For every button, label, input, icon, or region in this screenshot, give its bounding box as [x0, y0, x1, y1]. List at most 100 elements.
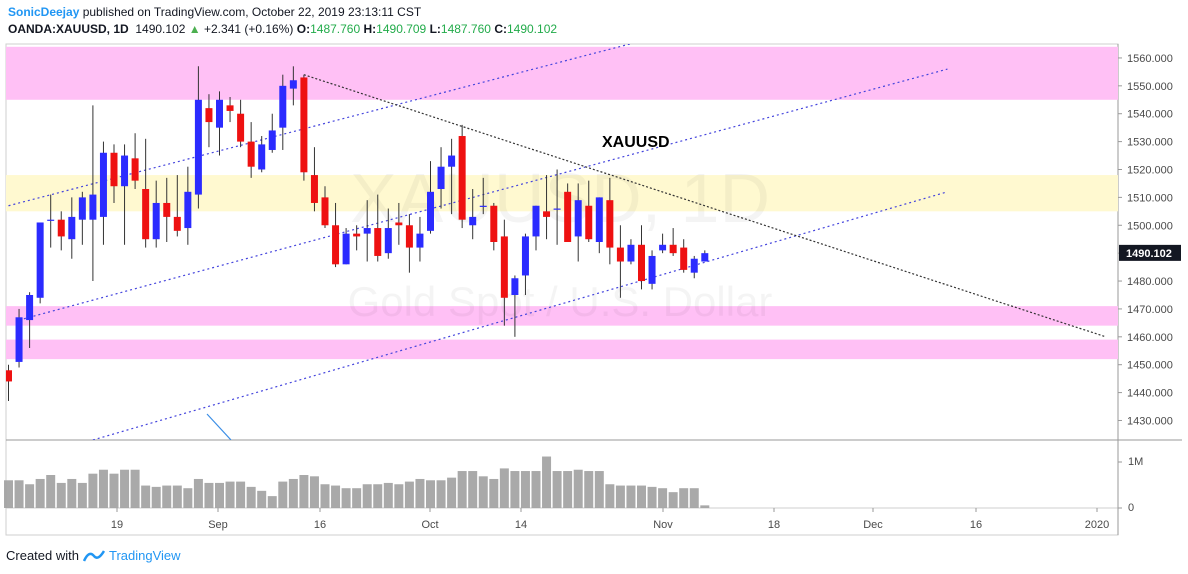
volume-bar — [204, 482, 214, 508]
volume-bar — [489, 478, 499, 508]
candle-body — [237, 113, 245, 142]
candle-body — [279, 85, 287, 128]
candle-body — [574, 200, 582, 237]
volume-bar — [383, 482, 393, 508]
volume-bar — [341, 488, 351, 508]
zone-resistance-0 — [6, 46, 1118, 100]
price-chart[interactable]: XAUUSD, 1D Gold Spot / U.S. Dollar XAUUSD 1… — [0, 40, 1188, 545]
volume-tick-label: 0 — [1128, 502, 1134, 514]
volume-bar — [77, 482, 87, 508]
volume-bar — [478, 476, 488, 508]
candle-body — [194, 99, 202, 195]
candle-body — [458, 136, 466, 220]
volume-bar — [56, 482, 66, 508]
volume-bar — [573, 469, 583, 508]
footer: Created with TradingView — [6, 548, 181, 563]
volume-bar — [531, 471, 541, 508]
candle-body — [163, 202, 171, 217]
volume-bar — [246, 486, 256, 508]
tradingview-brand[interactable]: TradingView — [108, 548, 181, 563]
volume-bar — [109, 473, 119, 508]
x-tick-label: 16 — [314, 519, 326, 531]
volume-bar — [215, 482, 224, 508]
candle-body — [321, 197, 329, 226]
candle-body — [36, 222, 44, 298]
candle-body — [479, 205, 487, 207]
candle-body — [543, 211, 551, 217]
volume-bar — [658, 488, 668, 508]
volume-bar — [46, 475, 56, 508]
watermark-name: Gold Spot / U.S. Dollar — [348, 278, 773, 325]
volume-bar — [331, 485, 341, 508]
volume-bar — [679, 488, 689, 508]
x-tick-label: 16 — [970, 519, 982, 531]
candle-body — [258, 144, 266, 170]
volume-bars — [4, 456, 710, 508]
y-tick-label: 1540.000 — [1127, 109, 1173, 121]
candles — [6, 66, 709, 401]
volume-bar — [320, 484, 330, 508]
open-value: 1487.760 — [310, 22, 361, 36]
x-tick-label: Oct — [421, 519, 438, 531]
candle-body — [405, 225, 413, 248]
candle-body — [121, 155, 129, 187]
volume-tick-label: 1M — [1128, 456, 1143, 468]
volume-bar — [373, 484, 383, 508]
volume-bar — [183, 488, 193, 508]
x-tick-label: Dec — [863, 519, 883, 531]
price-tag — [1119, 244, 1181, 261]
volume-bar — [4, 480, 13, 508]
candle-body — [680, 247, 688, 270]
volume-bar — [468, 471, 478, 508]
candle-body — [616, 247, 624, 262]
candle-body — [6, 370, 12, 382]
volume-bar — [457, 471, 467, 508]
volume-bar — [647, 486, 657, 508]
volume-bar — [668, 492, 678, 508]
author-name[interactable]: SonicDeejay — [8, 5, 80, 19]
candle-body — [427, 191, 434, 231]
volume-bar — [236, 481, 246, 508]
volume-bar — [436, 480, 446, 508]
publish-info: published on TradingView.com, October 22… — [79, 5, 422, 19]
last-price: 1490.102 — [135, 22, 186, 36]
price-tag-label: 1490.102 — [1126, 248, 1172, 260]
candle-body — [184, 191, 192, 229]
volume-bar — [299, 475, 309, 508]
zone-support-3 — [6, 339, 1118, 360]
candle-body — [268, 130, 276, 150]
volume-bar — [141, 485, 151, 508]
x-tick-label: 18 — [768, 519, 780, 531]
candle-body — [332, 225, 340, 265]
volume-bar — [510, 471, 520, 508]
volume-bar — [278, 481, 288, 508]
volume-bar — [309, 476, 319, 508]
candle-body — [669, 244, 677, 254]
candle-body — [490, 205, 498, 242]
y-tick-label: 1520.000 — [1127, 164, 1173, 176]
candle-body — [89, 194, 97, 220]
candle-body — [595, 197, 603, 242]
candle-body — [448, 155, 456, 167]
close-label: C: — [494, 22, 507, 36]
low-value: 1487.760 — [440, 22, 491, 36]
volume-bar — [193, 478, 203, 508]
y-tick-label: 1560.000 — [1127, 53, 1173, 65]
candle-body — [627, 244, 635, 262]
symbol-annotation: XAUUSD — [602, 134, 670, 151]
y-tick-label: 1510.000 — [1127, 192, 1173, 204]
candle-body — [690, 258, 698, 273]
candle-body — [606, 200, 614, 248]
candle-body — [564, 191, 572, 242]
volume-bar — [362, 484, 372, 508]
candle-body — [437, 166, 445, 190]
volume-bar — [594, 471, 604, 508]
volume-bar — [499, 468, 509, 508]
candle-body — [247, 141, 255, 167]
candle-body — [511, 278, 519, 295]
volume-bar — [98, 469, 108, 508]
volume-bar — [637, 485, 646, 508]
y-tick-label: 1440.000 — [1127, 388, 1173, 400]
y-tick-label: 1480.000 — [1127, 276, 1173, 288]
y-tick-label: 1430.000 — [1127, 415, 1173, 427]
